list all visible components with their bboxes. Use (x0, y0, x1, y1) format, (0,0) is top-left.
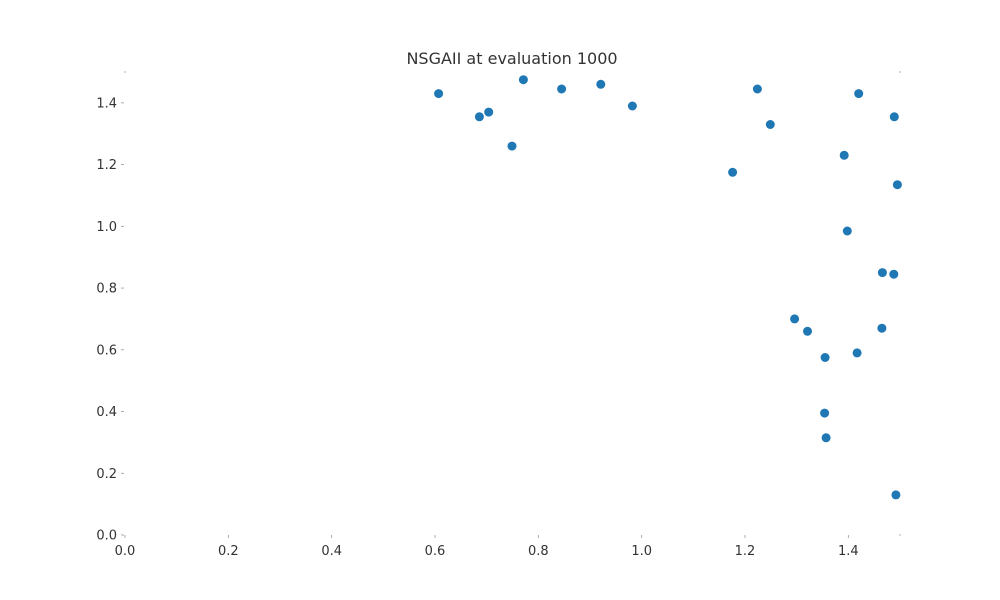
x-tick-label: 0.2 (218, 544, 239, 559)
scatter-point (892, 180, 902, 190)
scatter-point (752, 84, 762, 94)
scatter-point (891, 490, 901, 500)
scatter-point (854, 89, 864, 99)
x-tick-label: 0.6 (425, 544, 446, 559)
axis-corner-mark (124, 71, 126, 73)
y-tick-label: 0.6 (96, 343, 117, 358)
x-tick-label: 1.4 (838, 544, 859, 559)
axis-corner-mark (899, 71, 901, 73)
scatter-point (877, 323, 887, 333)
x-tick-label: 0.8 (528, 544, 549, 559)
scatter-point (507, 141, 517, 151)
scatter-point (627, 101, 637, 111)
scatter-point (877, 268, 887, 278)
scatter-point (852, 348, 862, 358)
axis-corner-mark (899, 534, 901, 536)
scatter-point (518, 75, 528, 85)
y-tick-label: 0.8 (96, 282, 117, 297)
y-tick-label: 1.0 (96, 220, 117, 235)
y-tick-label: 0.2 (96, 467, 117, 482)
scatter-point (484, 107, 494, 117)
scatter-point (728, 167, 738, 177)
y-tick-label: 1.4 (96, 96, 117, 111)
scatter-point (820, 408, 830, 418)
scatter-point (596, 79, 606, 89)
y-tick-label: 1.2 (96, 158, 117, 173)
scatter-point (790, 314, 800, 324)
y-tick-label: 0.4 (96, 405, 117, 420)
data-points (434, 75, 902, 500)
scatter-point (821, 433, 831, 443)
scatter-point (557, 84, 567, 94)
x-tick-label: 0.4 (321, 544, 342, 559)
x-tick-label: 0.0 (115, 544, 136, 559)
x-tick-label: 1.2 (735, 544, 756, 559)
scatter-point (803, 326, 812, 336)
scatter-point (434, 89, 444, 99)
chart-title: NSGAII at evaluation 1000 (406, 49, 617, 68)
x-axis: 0.0 0.2 0.4 0.6 0.8 1.0 1.2 1.4 (115, 71, 901, 559)
y-axis: 0.0 0.2 0.4 0.6 0.8 1.0 1.2 1.4 (96, 96, 124, 544)
scatter-point (839, 150, 849, 160)
scatter-point (474, 112, 484, 122)
scatter-point (820, 353, 830, 362)
x-tick-label: 1.0 (631, 544, 652, 559)
scatter-point (889, 112, 899, 122)
y-tick-label: 0.0 (96, 529, 117, 544)
scatter-point (842, 226, 852, 236)
scatter-point (889, 269, 899, 279)
scatter-point (765, 120, 775, 129)
